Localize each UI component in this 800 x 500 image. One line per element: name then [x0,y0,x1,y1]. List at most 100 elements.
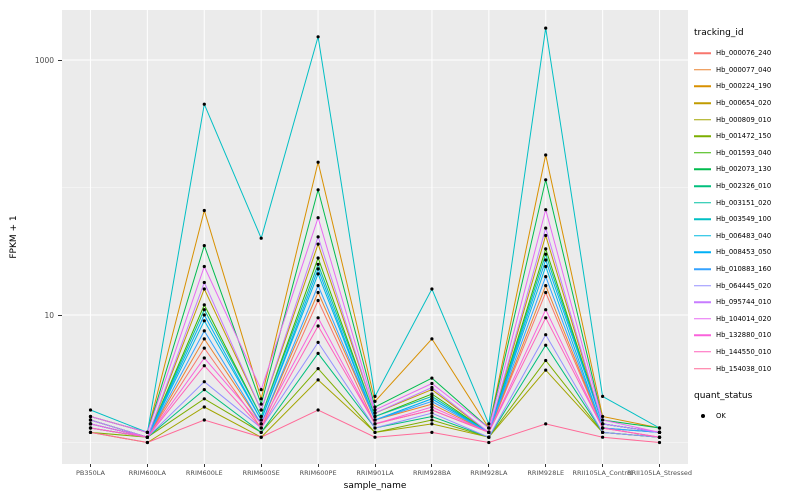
line-key-icon [694,46,711,60]
legend-label: Hb_000224_190 [716,82,772,91]
legend-item-Hb_002326_010: Hb_002326_010 [694,178,798,195]
data-point [202,418,206,422]
data-point [544,208,548,212]
legend-label: Hb_010883_160 [716,265,772,274]
data-point [316,284,320,288]
data-point [316,216,320,220]
x-tick-mark [89,464,91,467]
y-tick-label: 10 [44,310,54,320]
legend-label: Hb_095744_010 [716,298,772,307]
data-point [544,258,548,262]
data-point [544,275,548,279]
series-color-swatch [694,102,711,104]
data-point [316,408,320,412]
data-point [316,298,320,303]
x-tick-label-RRIM600LA: RRIM600LA [128,469,166,477]
data-point [430,385,434,390]
data-point [316,378,320,382]
y-tick-label: 1000 [34,55,54,65]
series-color-swatch [694,301,711,303]
legend-item-ok: OK [694,408,798,425]
legend-item-Hb_001593_040: Hb_001593_040 [694,145,798,162]
legend-label: Hb_104014_020 [716,314,772,323]
line-key-icon [694,179,711,193]
data-point [430,376,434,380]
data-point [544,247,548,251]
legend-label: Hb_002073_130 [716,165,772,174]
line-key-icon [694,196,711,210]
series-color-swatch [694,85,711,88]
line-key-icon [694,229,711,243]
legend-label: Hb_003151_020 [716,198,772,207]
x-tick-mark [602,464,604,467]
data-point [259,414,263,419]
legend-item-Hb_001472_150: Hb_001472_150 [694,128,798,145]
legend-item-Hb_010883_160: Hb_010883_160 [694,261,798,278]
x-tick-label-RRIM600LE: RRIM600LE [185,469,223,477]
data-point [88,414,93,419]
data-point [202,244,206,248]
data-point [316,235,320,239]
data-point [487,435,491,439]
legend-item-Hb_000224_190: Hb_000224_190 [694,78,798,95]
legend-label: Hb_132880_010 [716,331,772,340]
data-point [145,430,149,434]
plot-area-svg [62,10,688,464]
x-tick-mark [317,464,319,467]
data-point [544,358,548,363]
series-color-swatch [694,118,711,121]
data-point [373,405,377,409]
line-key-icon [694,113,711,127]
data-point [202,208,206,213]
data-point [430,392,434,396]
data-point [202,287,206,291]
data-point [259,426,263,430]
data-point [544,343,548,347]
x-tick-mark [545,464,547,467]
data-point [430,337,434,341]
legend-item-Hb_095744_010: Hb_095744_010 [694,294,798,311]
x-tick-mark [374,464,376,467]
data-point [259,397,263,401]
series-color-swatch [694,52,711,55]
data-point [430,399,434,403]
legend-item-Hb_000076_240: Hb_000076_240 [694,45,798,62]
x-tick-mark [203,464,205,467]
series-color-swatch [694,135,711,138]
data-point [430,394,434,398]
data-point [88,408,93,412]
data-point [202,319,206,323]
data-point [544,153,548,157]
data-point [202,388,206,392]
legend-item-Hb_008453_050: Hb_008453_050 [694,244,798,261]
legend-item-Hb_064445_020: Hb_064445_020 [694,277,798,294]
legend-item-Hb_002073_130: Hb_002073_130 [694,161,798,178]
data-point [259,435,263,439]
data-point [202,346,206,350]
x-tick-mark [659,464,661,467]
data-point [544,316,548,320]
data-point [373,394,377,398]
data-point [487,440,491,445]
data-point [88,426,93,430]
legend-title-tracking-id: tracking_id [694,28,744,38]
legend-label: Hb_064445_020 [716,281,772,290]
line-key-icon [694,262,711,276]
data-point [316,290,320,295]
line-key-icon [694,146,711,160]
data-point [601,426,605,430]
data-point [88,430,93,434]
x-tick-label-RRIM928LE: RRIM928LE [527,469,565,477]
line-key-icon [694,245,711,259]
line-key-icon [694,212,711,226]
data-point [544,26,548,30]
x-axis-title: sample_name [343,481,407,491]
data-point [544,308,548,312]
line-key-icon [694,328,711,342]
data-point [544,264,548,269]
line-key-icon [694,162,711,176]
data-point [202,102,206,106]
legend-label: Hb_001472_150 [716,132,772,141]
data-point [373,418,377,422]
data-point [373,411,377,415]
